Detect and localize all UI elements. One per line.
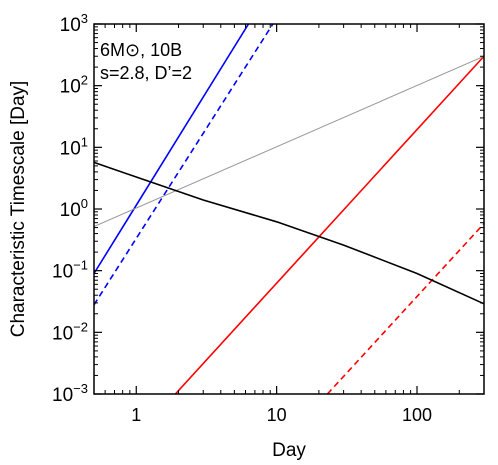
series-line-2: [94, 24, 274, 306]
x-tick-label: 10: [267, 405, 287, 425]
plot-frame: [93, 23, 485, 395]
annotation-line-1: 6M⊙, 10B: [100, 40, 182, 60]
y-tick-label: 100: [60, 196, 88, 221]
series-line-4: [326, 223, 484, 394]
y-tick-label: 10−1: [52, 258, 88, 283]
x-tick-label: 1: [131, 405, 141, 425]
series-line-5: [94, 55, 484, 227]
annotation-line-2: s=2.8, D’=2: [100, 63, 192, 83]
y-tick-label: 103: [60, 11, 88, 36]
y-tick-label: 102: [60, 73, 88, 98]
series-line-3: [174, 55, 484, 394]
series-layer: [94, 24, 484, 394]
annotation: 6M⊙, 10B s=2.8, D’=2: [100, 40, 192, 83]
x-axis-label: Day: [272, 440, 306, 461]
y-tick-label: 10−2: [52, 319, 88, 344]
series-line-1: [94, 24, 250, 274]
y-tick-label: 10−3: [52, 381, 88, 406]
y-tick-label: 101: [60, 134, 88, 159]
y-axis-label: Characteristic Timescale [Day]: [8, 81, 29, 338]
series-line-6: [94, 161, 484, 305]
x-tick-label: 100: [402, 405, 432, 425]
